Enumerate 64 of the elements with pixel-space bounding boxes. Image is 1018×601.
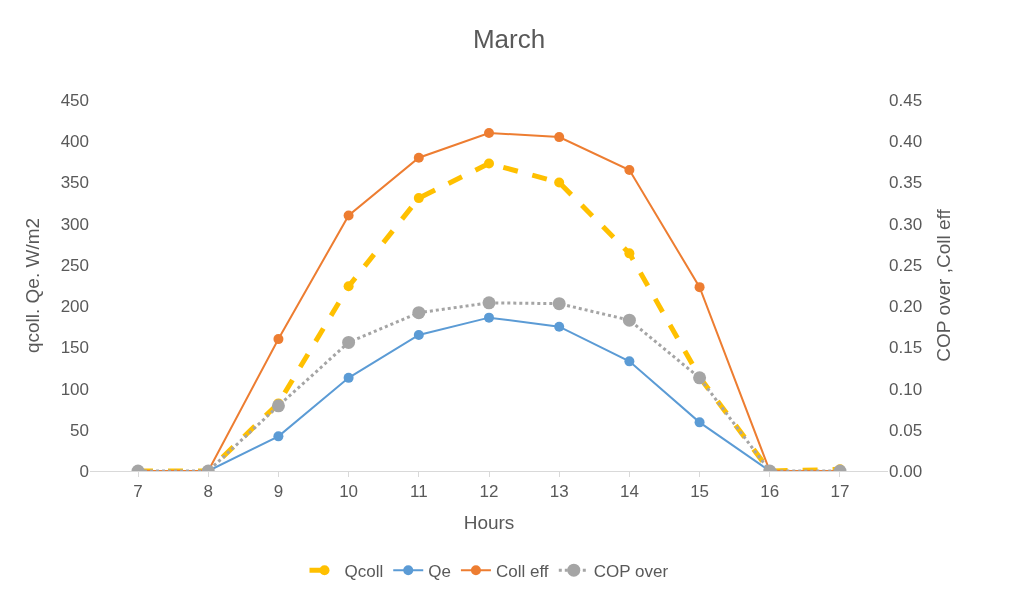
x-tick-label: 11 [409, 482, 428, 502]
point [552, 297, 566, 311]
x-tick-label: 16 [760, 482, 780, 502]
x-tick-label: 8 [203, 482, 213, 502]
y2-tick-label: 0.45 [889, 90, 923, 110]
point [343, 372, 354, 383]
point [413, 152, 424, 163]
point [412, 306, 426, 320]
y-tick-label: 0 [79, 461, 89, 481]
point [484, 127, 494, 138]
y2-tick-label: 0.00 [889, 461, 923, 481]
point [624, 165, 635, 176]
legend-label: Qcoll [344, 561, 384, 581]
point [624, 248, 635, 259]
legend-label: COP over [593, 561, 669, 581]
y2-tick-label: 0.15 [889, 338, 923, 358]
point [622, 313, 636, 327]
x-tick-label: 13 [549, 482, 569, 502]
y-tick-label: 150 [60, 338, 89, 358]
y2-tick-label: 0.05 [889, 420, 923, 440]
x-tick-label: 10 [339, 482, 359, 502]
point [554, 132, 565, 143]
point [273, 431, 284, 442]
y-tick-label: 250 [60, 255, 89, 275]
point [342, 335, 356, 349]
point [413, 329, 424, 340]
x-axis-title: Hours [463, 512, 515, 534]
x-tick-label: 9 [273, 482, 284, 502]
point [271, 399, 285, 413]
y2-axis-title: COP over ,Coll eff [932, 208, 954, 362]
y-tick-label: 400 [60, 132, 89, 152]
point [343, 210, 354, 221]
y-tick-label: 50 [70, 420, 89, 440]
point [273, 334, 284, 345]
y-tick-label: 100 [60, 379, 89, 399]
point [554, 321, 565, 332]
x-tick-label: 7 [133, 482, 143, 502]
x-tick-label: 15 [690, 482, 710, 502]
point [624, 356, 635, 367]
point [343, 281, 354, 292]
y-tick-label: 350 [60, 173, 89, 193]
y-axis-title: qcoll. Qe. W/m2 [22, 217, 44, 354]
chart-title: March [472, 24, 546, 55]
point [484, 158, 494, 169]
x-tick-label: 12 [479, 482, 499, 502]
point [484, 312, 494, 323]
y2-tick-label: 0.10 [889, 379, 923, 399]
y2-tick-label: 0.25 [889, 255, 923, 275]
legend-label: Coll eff [495, 561, 549, 581]
x-tick-label: 14 [619, 482, 639, 502]
point [694, 417, 705, 428]
point [482, 296, 496, 310]
point [694, 282, 705, 293]
y-tick-label: 200 [60, 297, 89, 317]
y2-tick-label: 0.30 [889, 214, 923, 234]
x-tick-label: 17 [830, 482, 850, 502]
point [554, 177, 565, 188]
y-tick-label: 300 [60, 214, 89, 234]
y2-tick-label: 0.20 [889, 297, 923, 317]
y2-tick-label: 0.35 [889, 173, 923, 193]
y2-tick-label: 0.40 [889, 132, 923, 152]
y-tick-label: 450 [60, 90, 89, 110]
legend-label: Qe [428, 561, 451, 581]
point [413, 193, 424, 204]
